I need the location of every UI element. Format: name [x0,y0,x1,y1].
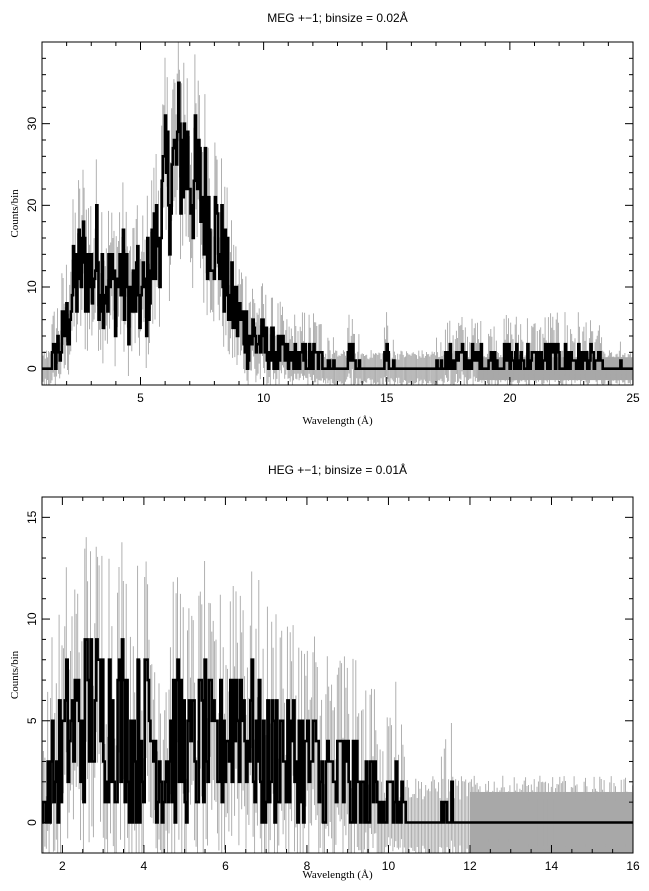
heg-x-axis-label: Wavelength (Å) [302,869,373,881]
meg-x-tick-label: 5 [137,391,144,405]
heg-y-tick-label: 10 [25,612,39,626]
heg-x-tick-label: 14 [545,859,559,873]
meg-histogram-line [42,81,633,370]
meg-plot-area [42,42,633,385]
meg-panel: 5 10 15 20 25 0 10 20 30 MEG +−1; binsize = 0.02Å… [9,10,640,427]
meg-y-axis-label: Counts/bin [9,189,21,238]
meg-y-tick-label: 10 [25,280,39,294]
heg-chart-title: HEG +−1; binsize = 0.01Å [268,462,407,477]
meg-y-tick-label: 20 [25,198,39,212]
heg-y-tick-label: 0 [25,819,39,826]
heg-y-axis-label: Counts/bin [9,650,21,699]
heg-plot-frame [41,496,634,854]
heg-plot-area [42,537,633,853]
meg-x-tick-label: 15 [380,391,394,405]
heg-x-tick-label: 4 [141,859,148,873]
heg-x-tick-label: 6 [222,859,229,873]
meg-x-tick-label: 25 [626,391,640,405]
heg-x-tick-label: 2 [59,859,66,873]
meg-x-axis-label: Wavelength (Å) [302,415,373,427]
heg-x-tick-label: 12 [463,859,477,873]
meg-y-tick-label: 0 [25,365,39,372]
heg-y-tick-label: 5 [25,717,39,724]
heg-panel: 2 4 6 8 10 12 14 16 0 5 10 15 HEG +−1; binsize = 0.0… [9,462,640,881]
heg-y-tick-label: 15 [25,510,39,524]
heg-x-tick-label: 10 [382,859,396,873]
heg-histogram-line [42,638,633,824]
meg-x-tick-label: 20 [503,391,517,405]
heg-x-tick-label: 8 [304,859,311,873]
meg-chart-title: MEG +−1; binsize = 0.02Å [267,10,407,25]
meg-y-tick-label: 30 [25,117,39,131]
meg-x-tick-label: 10 [257,391,271,405]
heg-x-tick-label: 16 [626,859,640,873]
